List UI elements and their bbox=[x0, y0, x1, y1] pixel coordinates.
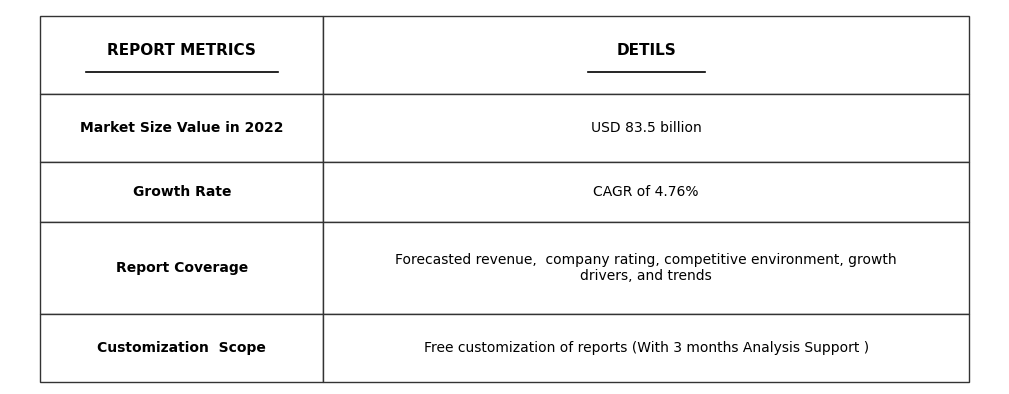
Text: Forecasted revenue,  company rating, competitive environment, growth
drivers, an: Forecasted revenue, company rating, comp… bbox=[396, 253, 897, 283]
Text: REPORT METRICS: REPORT METRICS bbox=[108, 43, 256, 58]
Bar bbox=[324, 314, 969, 382]
Text: DETILS: DETILS bbox=[616, 43, 676, 58]
Bar bbox=[40, 222, 324, 314]
Text: Market Size Value in 2022: Market Size Value in 2022 bbox=[80, 121, 284, 135]
Bar bbox=[40, 162, 324, 222]
Text: USD 83.5 billion: USD 83.5 billion bbox=[590, 121, 701, 135]
Text: Customization  Scope: Customization Scope bbox=[98, 341, 266, 355]
Text: Report Coverage: Report Coverage bbox=[116, 261, 248, 275]
Bar bbox=[324, 222, 969, 314]
Text: Growth Rate: Growth Rate bbox=[132, 185, 231, 199]
Text: Free customization of reports (With 3 months Analysis Support ): Free customization of reports (With 3 mo… bbox=[424, 341, 869, 355]
Bar bbox=[324, 94, 969, 162]
Bar bbox=[40, 314, 324, 382]
Text: CAGR of 4.76%: CAGR of 4.76% bbox=[593, 185, 699, 199]
Bar bbox=[40, 94, 324, 162]
Bar bbox=[324, 16, 969, 94]
Bar bbox=[40, 16, 324, 94]
Bar bbox=[324, 162, 969, 222]
